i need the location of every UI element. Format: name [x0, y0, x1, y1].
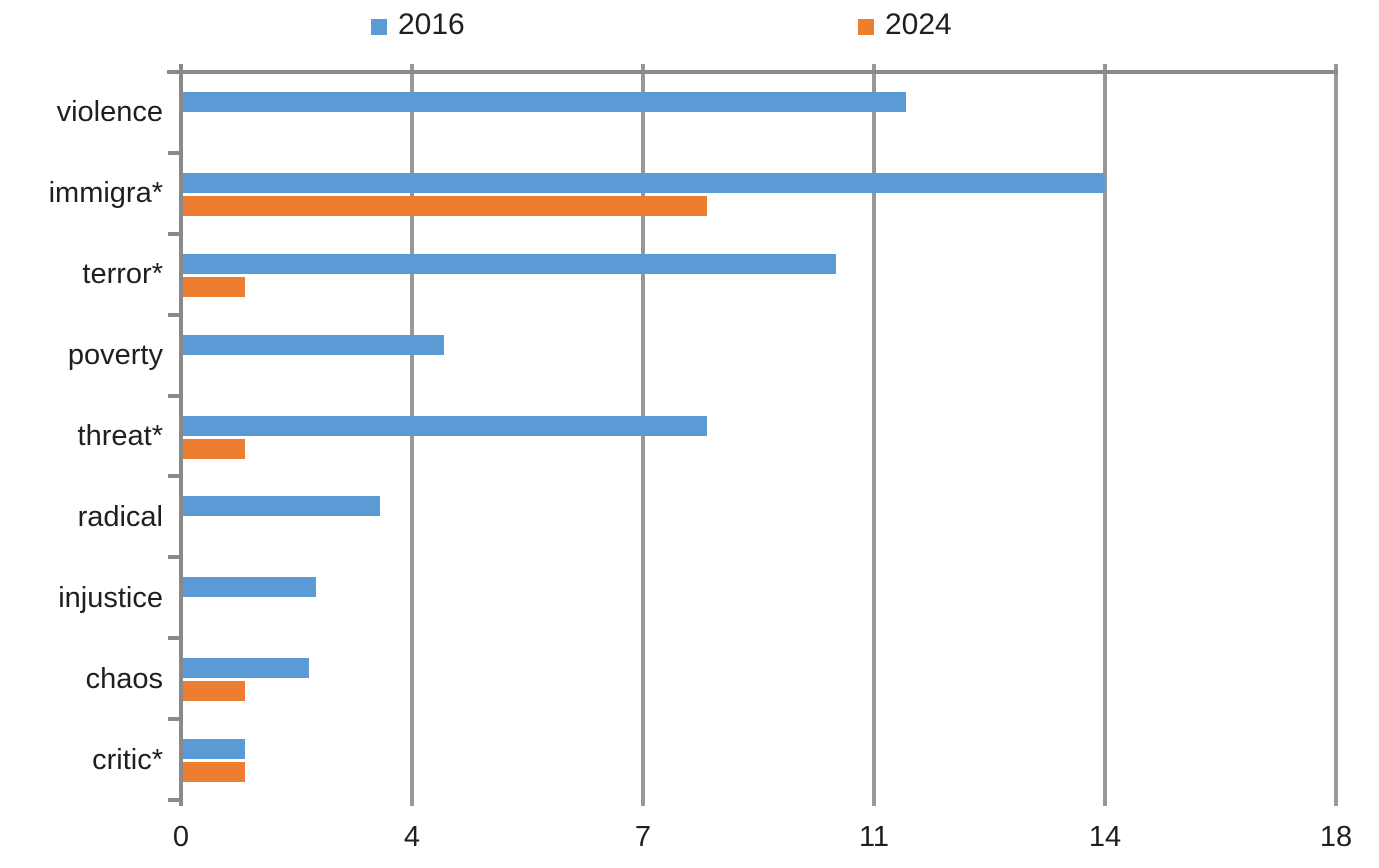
gridline [1103, 64, 1107, 806]
bar-2024-critic* [183, 762, 246, 783]
legend-label-2024: 2024 [885, 8, 952, 41]
category-label: radical [77, 500, 163, 533]
bar-2016-immigra* [183, 172, 1105, 193]
legend-item-2016: 2016 [371, 8, 465, 42]
x-tick-label: 4 [403, 821, 421, 853]
gridline [872, 64, 876, 806]
category-label: poverty [67, 339, 163, 372]
legend-swatch-2024-icon [858, 18, 874, 35]
value-axis-line [179, 64, 183, 806]
bar-2016-critic* [183, 739, 246, 760]
plot-top-border [167, 70, 1338, 74]
category-axis-tick [168, 312, 181, 317]
category-label: critic* [92, 743, 163, 776]
category-label: immigra* [48, 177, 163, 210]
legend-swatch-2016-icon [371, 18, 387, 35]
x-tick-label: 11 [858, 821, 890, 853]
x-tick-label: 7 [634, 821, 652, 853]
legend-item-2024: 2024 [858, 8, 952, 42]
category-axis-tick [168, 717, 181, 722]
bar-2024-threat* [183, 438, 246, 459]
bar-2016-terror* [183, 253, 836, 274]
category-label: chaos [85, 662, 163, 695]
bar-2016-violence [183, 92, 907, 112]
bar-2016-radical [183, 496, 380, 517]
x-tick-label: 0 [172, 821, 190, 853]
bar-2016-injustice [183, 577, 316, 598]
category-label: violence [56, 96, 163, 129]
category-axis-tick [168, 636, 181, 641]
bar-2016-poverty [183, 334, 445, 355]
category-axis-tick [168, 70, 181, 74]
category-axis-tick [168, 798, 181, 802]
category-axis-tick [168, 150, 181, 155]
bar-2016-threat* [183, 415, 708, 436]
x-tick-label: 14 [1088, 821, 1122, 853]
bar-2024-terror* [183, 276, 246, 297]
category-axis-tick [168, 231, 181, 236]
bar-2016-chaos [183, 658, 310, 679]
bar-2024-immigra* [183, 195, 708, 216]
category-axis-tick [168, 555, 181, 560]
legend-label-2016: 2016 [398, 8, 465, 41]
category-label: injustice [58, 581, 163, 614]
gridline [1334, 64, 1338, 806]
category-label: threat* [77, 420, 163, 452]
category-label: terror* [82, 258, 163, 291]
category-axis-tick [168, 393, 181, 398]
bar-2024-chaos [183, 681, 246, 702]
x-tick-label: 18 [1319, 821, 1353, 853]
category-axis-tick [168, 474, 181, 479]
